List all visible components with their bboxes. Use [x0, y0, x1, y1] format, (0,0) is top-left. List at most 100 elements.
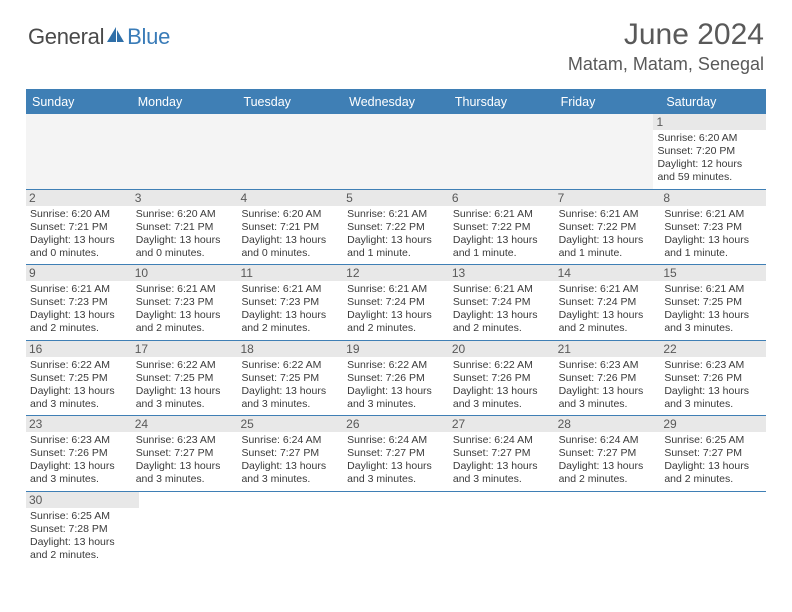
day-cell: 15 Sunrise: 6:21 AMSunset: 7:25 PMDayligh…	[660, 265, 766, 340]
day-number: 25	[237, 416, 343, 432]
empty-cell	[235, 114, 340, 189]
day-number: 14	[555, 265, 661, 281]
daylight-text: Daylight: 13 hours and 3 minutes.	[136, 460, 234, 486]
sunset-text: Sunset: 7:23 PM	[664, 221, 762, 234]
day-info: Sunrise: 6:21 AMSunset: 7:25 PMDaylight:…	[664, 283, 762, 336]
day-number: 19	[343, 341, 449, 357]
day-cell: 10 Sunrise: 6:21 AMSunset: 7:23 PMDayligh…	[132, 265, 238, 340]
daylight-text: Daylight: 13 hours and 2 minutes.	[347, 309, 445, 335]
day-number: 7	[555, 190, 661, 206]
sunset-text: Sunset: 7:26 PM	[664, 372, 762, 385]
day-info: Sunrise: 6:22 AMSunset: 7:25 PMDaylight:…	[241, 359, 339, 412]
sunset-text: Sunset: 7:23 PM	[241, 296, 339, 309]
day-header-row: SundayMondayTuesdayWednesdayThursdayFrid…	[26, 91, 766, 114]
sunset-text: Sunset: 7:25 PM	[664, 296, 762, 309]
day-info: Sunrise: 6:21 AMSunset: 7:23 PMDaylight:…	[30, 283, 128, 336]
calendar-grid: SundayMondayTuesdayWednesdayThursdayFrid…	[26, 89, 766, 566]
empty-cell	[348, 492, 453, 567]
day-info: Sunrise: 6:23 AMSunset: 7:26 PMDaylight:…	[664, 359, 762, 412]
day-info: Sunrise: 6:20 AMSunset: 7:21 PMDaylight:…	[241, 208, 339, 261]
day-info: Sunrise: 6:24 AMSunset: 7:27 PMDaylight:…	[559, 434, 657, 487]
sunrise-text: Sunrise: 6:21 AM	[559, 208, 657, 221]
sunrise-text: Sunrise: 6:23 AM	[136, 434, 234, 447]
sunrise-text: Sunrise: 6:21 AM	[347, 283, 445, 296]
daylight-text: Daylight: 13 hours and 3 minutes.	[664, 309, 762, 335]
sunrise-text: Sunrise: 6:20 AM	[657, 132, 762, 145]
daylight-text: Daylight: 13 hours and 1 minute.	[347, 234, 445, 260]
day-header-saturday: Saturday	[660, 91, 766, 114]
day-cell: 22 Sunrise: 6:23 AMSunset: 7:26 PMDayligh…	[660, 341, 766, 416]
day-cell: 4Sunrise: 6:20 AMSunset: 7:21 PMDaylight…	[237, 190, 343, 265]
day-number: 10	[132, 265, 238, 281]
sunrise-text: Sunrise: 6:22 AM	[30, 359, 128, 372]
day-cell: 17Sunrise: 6:22 AMSunset: 7:25 PMDayligh…	[132, 341, 238, 416]
daylight-text: Daylight: 12 hours and 59 minutes.	[657, 158, 762, 184]
day-number: 2	[26, 190, 132, 206]
empty-cell	[139, 492, 244, 567]
sunrise-text: Sunrise: 6:24 AM	[241, 434, 339, 447]
day-number: 12	[343, 265, 449, 281]
day-number: 18	[237, 341, 343, 357]
day-info: Sunrise: 6:21 AMSunset: 7:23 PMDaylight:…	[136, 283, 234, 336]
day-cell: 24Sunrise: 6:23 AMSunset: 7:27 PMDayligh…	[132, 416, 238, 491]
day-cell: 9Sunrise: 6:21 AMSunset: 7:23 PMDaylight…	[26, 265, 132, 340]
day-info: Sunrise: 6:22 AMSunset: 7:26 PMDaylight:…	[347, 359, 445, 412]
daylight-text: Daylight: 13 hours and 0 minutes.	[136, 234, 234, 260]
daylight-text: Daylight: 13 hours and 3 minutes.	[453, 385, 551, 411]
day-number: 27	[449, 416, 555, 432]
day-cell: 11Sunrise: 6:21 AMSunset: 7:23 PMDayligh…	[237, 265, 343, 340]
day-cell: 21Sunrise: 6:23 AMSunset: 7:26 PMDayligh…	[555, 341, 661, 416]
day-info: Sunrise: 6:23 AMSunset: 7:27 PMDaylight:…	[136, 434, 234, 487]
daylight-text: Daylight: 13 hours and 0 minutes.	[241, 234, 339, 260]
sunrise-text: Sunrise: 6:20 AM	[241, 208, 339, 221]
day-info: Sunrise: 6:21 AMSunset: 7:22 PMDaylight:…	[559, 208, 657, 261]
sunrise-text: Sunrise: 6:23 AM	[30, 434, 128, 447]
sunrise-text: Sunrise: 6:24 AM	[559, 434, 657, 447]
week-row: 2 Sunrise: 6:20 AMSunset: 7:21 PMDaylight…	[26, 190, 766, 266]
sunset-text: Sunset: 7:27 PM	[664, 447, 762, 460]
day-cell: 6Sunrise: 6:21 AMSunset: 7:22 PMDaylight…	[449, 190, 555, 265]
day-cell: 2 Sunrise: 6:20 AMSunset: 7:21 PMDaylight…	[26, 190, 132, 265]
daylight-text: Daylight: 13 hours and 2 minutes.	[241, 309, 339, 335]
sunrise-text: Sunrise: 6:22 AM	[136, 359, 234, 372]
sunset-text: Sunset: 7:25 PM	[136, 372, 234, 385]
day-number: 16	[26, 341, 132, 357]
sunset-text: Sunset: 7:23 PM	[136, 296, 234, 309]
sunrise-text: Sunrise: 6:25 AM	[30, 510, 135, 523]
sunset-text: Sunset: 7:26 PM	[347, 372, 445, 385]
daylight-text: Daylight: 13 hours and 2 minutes.	[559, 309, 657, 335]
sunset-text: Sunset: 7:26 PM	[453, 372, 551, 385]
week-row: 30Sunrise: 6:25 AMSunset: 7:28 PMDayligh…	[26, 492, 766, 567]
sunset-text: Sunset: 7:22 PM	[453, 221, 551, 234]
day-number: 29	[660, 416, 766, 432]
day-info: Sunrise: 6:21 AMSunset: 7:23 PMDaylight:…	[664, 208, 762, 261]
sunset-text: Sunset: 7:27 PM	[241, 447, 339, 460]
day-number: 28	[555, 416, 661, 432]
empty-cell	[26, 114, 131, 189]
empty-cell	[549, 114, 654, 189]
day-info: Sunrise: 6:24 AMSunset: 7:27 PMDaylight:…	[453, 434, 551, 487]
sunset-text: Sunset: 7:25 PM	[30, 372, 128, 385]
sunrise-text: Sunrise: 6:24 AM	[347, 434, 445, 447]
day-number: 23	[26, 416, 132, 432]
day-cell: 23Sunrise: 6:23 AMSunset: 7:26 PMDayligh…	[26, 416, 132, 491]
day-cell: 5Sunrise: 6:21 AMSunset: 7:22 PMDaylight…	[343, 190, 449, 265]
daylight-text: Daylight: 13 hours and 3 minutes.	[136, 385, 234, 411]
day-number: 1	[653, 114, 766, 130]
day-info: Sunrise: 6:21 AMSunset: 7:24 PMDaylight:…	[559, 283, 657, 336]
day-cell: 18 Sunrise: 6:22 AMSunset: 7:25 PMDayligh…	[237, 341, 343, 416]
day-number: 22	[660, 341, 766, 357]
day-info: Sunrise: 6:25 AMSunset: 7:27 PMDaylight:…	[664, 434, 762, 487]
sunset-text: Sunset: 7:20 PM	[657, 145, 762, 158]
sunrise-text: Sunrise: 6:23 AM	[559, 359, 657, 372]
daylight-text: Daylight: 13 hours and 1 minute.	[664, 234, 762, 260]
week-row: 9Sunrise: 6:21 AMSunset: 7:23 PMDaylight…	[26, 265, 766, 341]
day-info: Sunrise: 6:24 AMSunset: 7:27 PMDaylight:…	[241, 434, 339, 487]
location-text: Matam, Matam, Senegal	[568, 54, 764, 75]
day-number: 6	[449, 190, 555, 206]
day-number: 15	[660, 265, 766, 281]
empty-cell	[452, 492, 557, 567]
empty-cell	[340, 114, 445, 189]
day-cell: 19 Sunrise: 6:22 AMSunset: 7:26 PMDayligh…	[343, 341, 449, 416]
day-info: Sunrise: 6:20 AMSunset: 7:21 PMDaylight:…	[30, 208, 128, 261]
